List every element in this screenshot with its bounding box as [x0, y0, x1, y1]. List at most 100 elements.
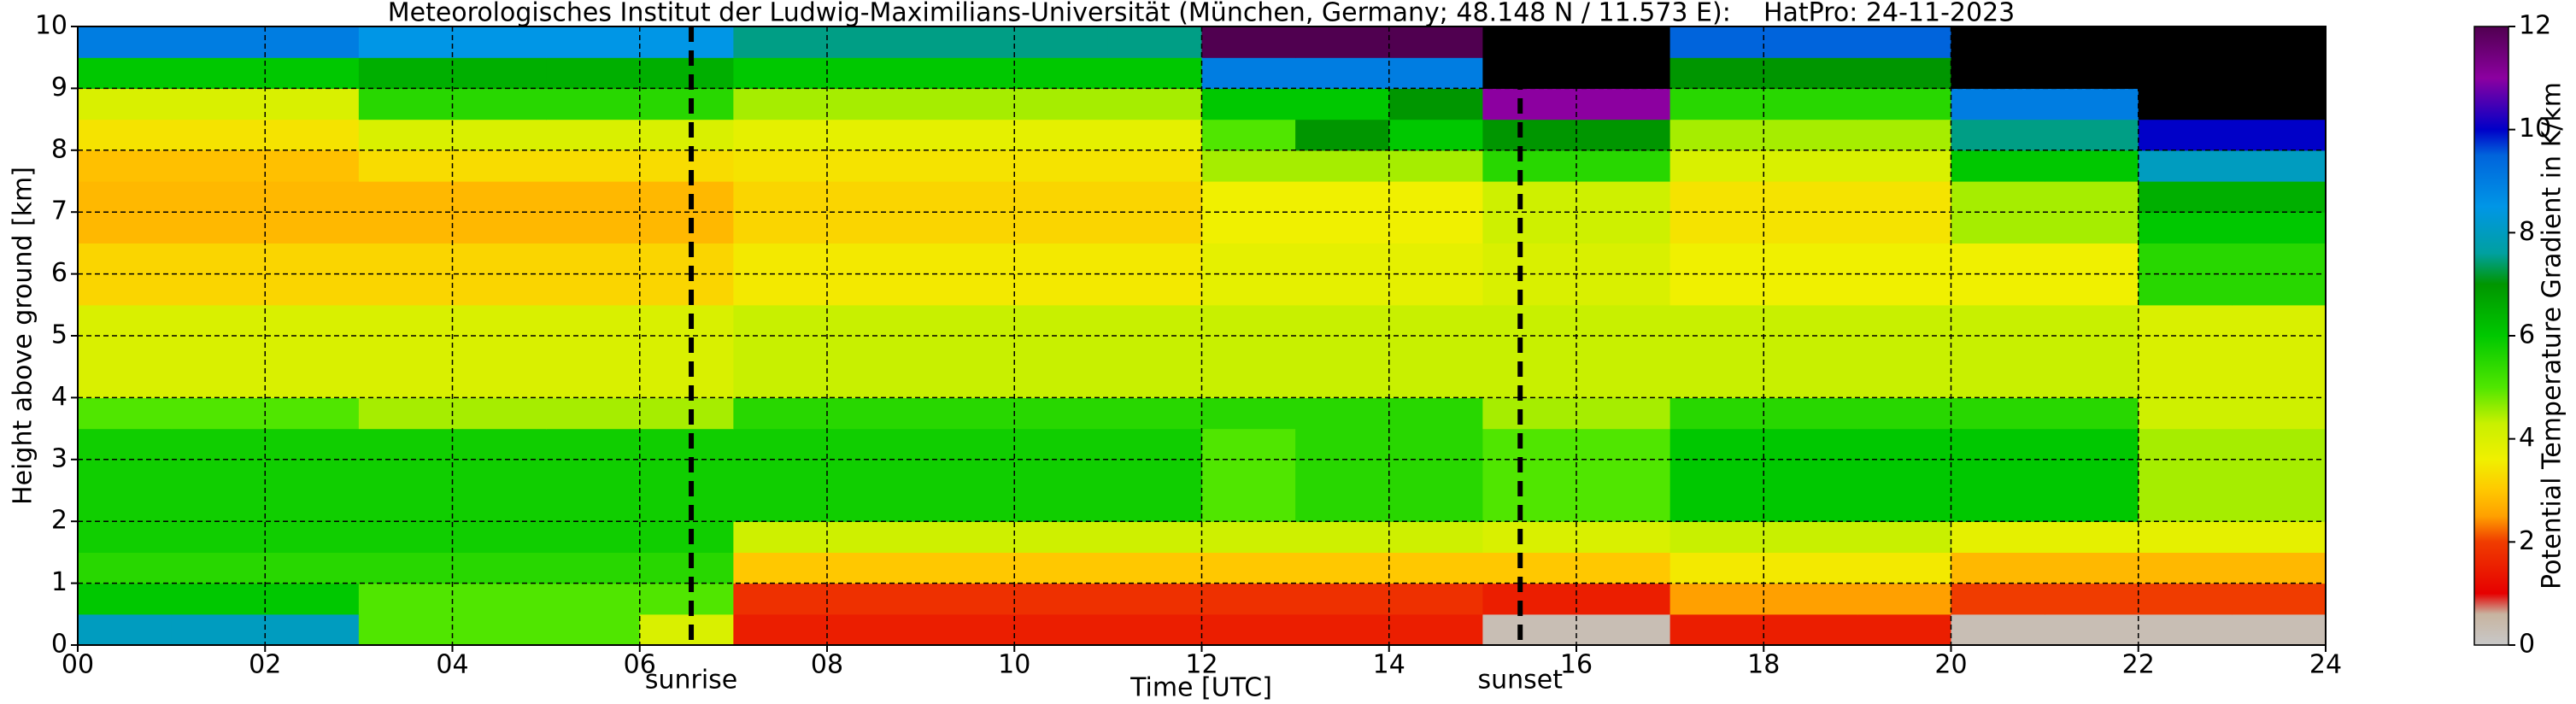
heat-cell — [639, 243, 734, 275]
heat-cell — [358, 583, 454, 615]
y-axis-label: Height above ground [km] — [9, 167, 38, 505]
heat-cell — [2138, 212, 2233, 243]
heat-cell — [639, 273, 734, 306]
heat-cell — [1201, 428, 1296, 461]
heat-cell — [1107, 367, 1203, 398]
heat-cell — [827, 243, 922, 275]
y-tick-label: 2 — [51, 506, 67, 536]
heat-cell — [265, 304, 360, 337]
x-tick-label: 14 — [1373, 650, 1405, 680]
heat-cell — [1669, 613, 1764, 646]
heat-cell — [1576, 428, 1671, 461]
x-tick-label: 22 — [2122, 650, 2155, 680]
heat-cell — [1857, 57, 1952, 89]
heat-cell — [171, 613, 266, 646]
heat-cell — [78, 243, 173, 275]
heat-cell — [1201, 613, 1296, 646]
heat-cell — [1201, 459, 1296, 491]
heat-cell — [1388, 181, 1483, 213]
heat-cell — [639, 367, 734, 398]
heat-cell — [171, 243, 266, 275]
heat-cell — [1295, 212, 1390, 243]
heat-cell — [78, 490, 173, 522]
heat-cell — [452, 397, 547, 430]
heat-cell — [733, 181, 828, 213]
heat-cell — [1576, 119, 1671, 151]
heat-cell — [1763, 243, 1858, 275]
heat-cell — [2045, 243, 2139, 275]
heat-cell — [358, 613, 454, 646]
heat-cell — [2045, 26, 2139, 58]
heat-cell — [265, 212, 360, 243]
heat-cell — [1576, 397, 1671, 430]
heat-cell — [1763, 552, 1858, 584]
heat-cell — [1576, 583, 1671, 615]
heat-cell — [1201, 88, 1296, 120]
heat-cell — [1669, 304, 1764, 337]
heat-cell — [1201, 150, 1296, 182]
heat-cell — [2232, 243, 2327, 275]
heat-cell — [1763, 367, 1858, 398]
heat-cell — [1201, 119, 1296, 151]
heat-cell — [1951, 613, 2045, 646]
y-tick-label: 4 — [51, 382, 67, 412]
heat-cell — [2232, 273, 2327, 306]
x-tick-label: 08 — [811, 650, 843, 680]
heat-cell — [1107, 181, 1203, 213]
heat-cell — [171, 273, 266, 306]
heat-cell — [171, 552, 266, 584]
heat-cell — [1482, 336, 1577, 367]
heat-cell — [1669, 273, 1764, 306]
heat-cell — [2138, 397, 2233, 430]
heat-cell — [2045, 521, 2139, 553]
heat-cell — [78, 367, 173, 398]
heat-cell — [171, 521, 266, 553]
heat-cell — [1014, 304, 1109, 337]
heat-cell — [1107, 552, 1203, 584]
heat-cell — [1951, 181, 2045, 213]
heat-cell — [639, 459, 734, 491]
heat-cell — [358, 367, 454, 398]
heat-cell — [78, 26, 173, 58]
heat-cell — [1857, 243, 1952, 275]
heat-cell — [1388, 397, 1483, 430]
heat-cell — [546, 613, 641, 646]
y-tick-label: 5 — [51, 320, 67, 350]
heat-cell — [78, 552, 173, 584]
heat-cell — [452, 428, 547, 461]
heat-cell — [1763, 57, 1858, 89]
x-tick-label: 00 — [62, 650, 94, 680]
heat-cell — [78, 304, 173, 337]
heat-cell — [1669, 490, 1764, 522]
heat-cell — [1201, 57, 1296, 89]
heat-cell — [452, 521, 547, 553]
heat-cell — [171, 119, 266, 151]
heat-cell — [2138, 552, 2233, 584]
heat-cell — [265, 428, 360, 461]
heat-cell — [2232, 490, 2327, 522]
heat-cell — [265, 119, 360, 151]
heat-cell — [2232, 150, 2327, 182]
heat-cell — [1669, 521, 1764, 553]
heat-cell — [733, 336, 828, 367]
heat-cell — [1576, 613, 1671, 646]
heat-cell — [171, 367, 266, 398]
heat-cell — [733, 212, 828, 243]
heat-cell — [358, 26, 454, 58]
x-tick-label: 04 — [436, 650, 468, 680]
heat-cell — [639, 150, 734, 182]
heat-cell — [1669, 181, 1764, 213]
heat-cell — [827, 26, 922, 58]
heat-cell — [733, 397, 828, 430]
heat-cell — [1763, 613, 1858, 646]
heat-cell — [546, 552, 641, 584]
heat-cell — [1576, 88, 1671, 120]
heat-cell — [2045, 57, 2139, 89]
heat-cell — [265, 181, 360, 213]
heat-cell — [171, 583, 266, 615]
heat-cell — [1482, 490, 1577, 522]
heat-cell — [1576, 181, 1671, 213]
heat-cell — [452, 583, 547, 615]
heat-cell — [1669, 150, 1764, 182]
heat-cell — [1951, 490, 2045, 522]
